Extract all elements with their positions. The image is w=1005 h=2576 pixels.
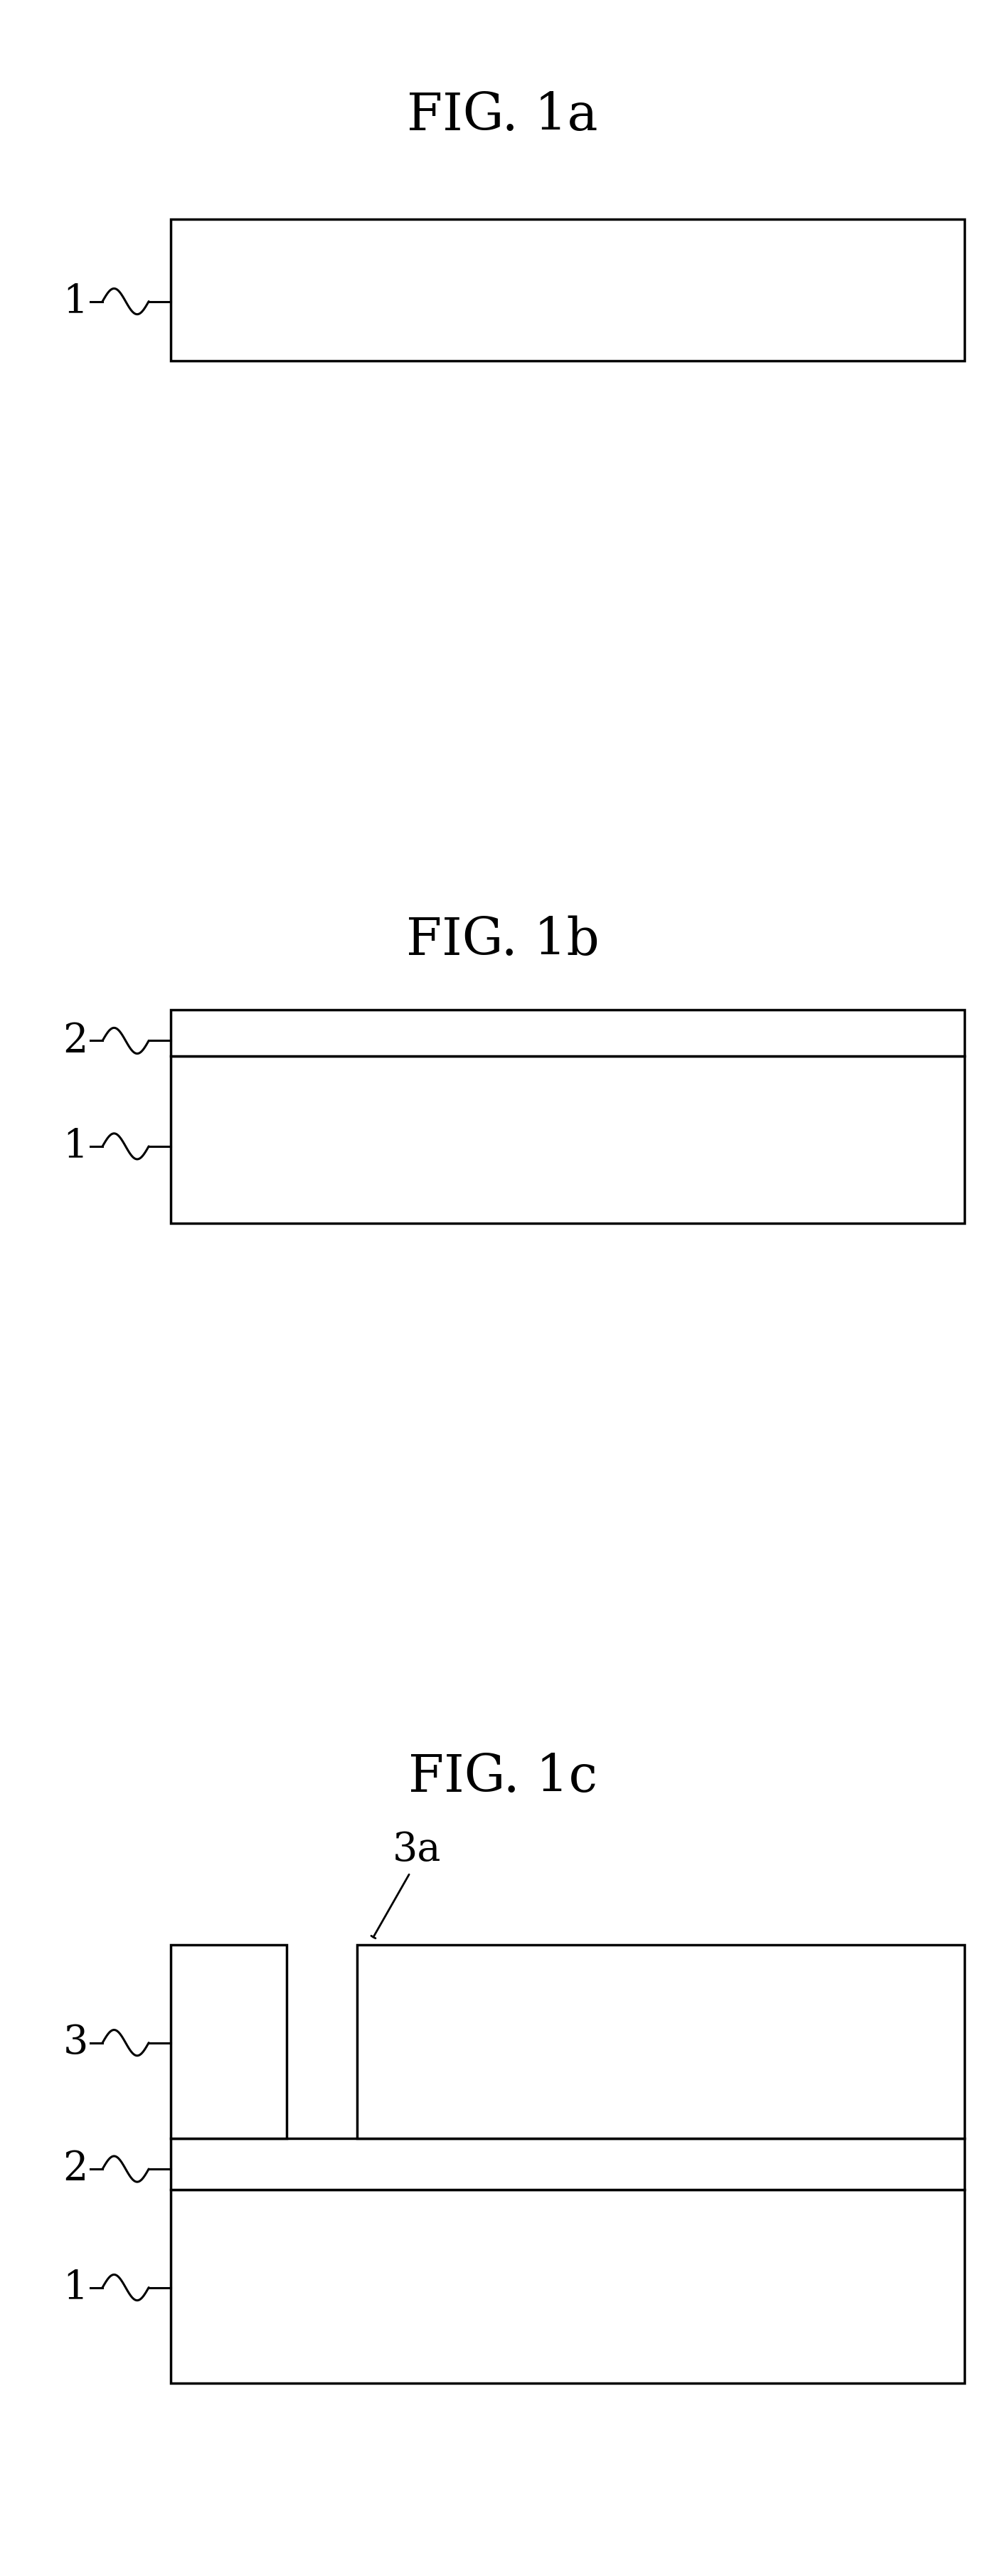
Text: 1: 1 [63, 2267, 87, 2308]
Text: FIG. 1c: FIG. 1c [408, 1752, 597, 1803]
Text: 3a: 3a [393, 1829, 441, 1870]
Bar [171, 2138, 965, 2190]
Text: 1: 1 [63, 1126, 87, 1167]
Bar [171, 1056, 965, 1224]
Text: 2: 2 [62, 2148, 88, 2190]
Text: FIG. 1a: FIG. 1a [407, 90, 598, 142]
Bar [357, 1945, 965, 2138]
Text: 3: 3 [62, 2022, 88, 2063]
Bar [171, 1945, 286, 2138]
Text: FIG. 1b: FIG. 1b [406, 914, 599, 966]
Text: 1: 1 [63, 281, 87, 322]
Bar [171, 219, 965, 361]
Text: 2: 2 [62, 1020, 88, 1061]
Bar [171, 1010, 965, 1056]
Bar [171, 2190, 965, 2383]
